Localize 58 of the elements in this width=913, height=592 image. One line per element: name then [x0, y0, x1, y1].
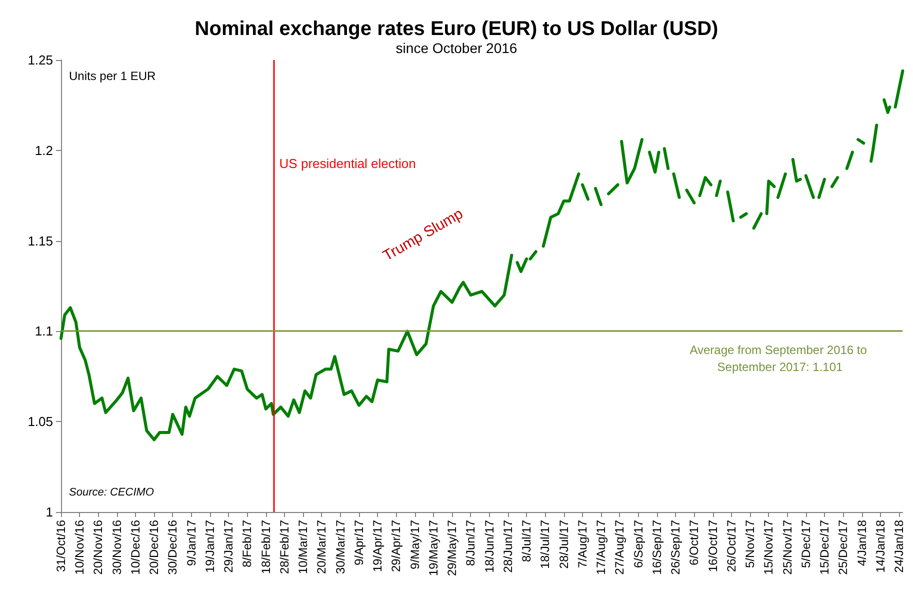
- x-tick-label: 20/Dec/16: [147, 520, 162, 575]
- x-tick-label: 20/Mar/17: [314, 520, 329, 574]
- x-tick-label: 9/May/17: [408, 520, 422, 570]
- x-tick-label: 4/Jan/18: [854, 520, 869, 566]
- x-tick-label: 26/Sep/17: [668, 520, 683, 575]
- x-tick-label: 15/Nov/17: [762, 520, 776, 575]
- x-tick-label: 18/Feb/17: [258, 520, 273, 574]
- x-tick-label: 10/Nov/16: [72, 520, 87, 575]
- x-tick-label: 30/Nov/16: [110, 520, 124, 575]
- x-tick-label: 10/Mar/17: [296, 520, 310, 574]
- x-tick-label: 25/Nov/17: [780, 520, 794, 575]
- x-tick-label: 18/Jul/17: [538, 520, 552, 569]
- x-tick-label: 10/Dec/16: [128, 520, 142, 575]
- x-tick-label: 19/May/17: [426, 520, 440, 576]
- x-tick-label: 29/May/17: [445, 520, 460, 576]
- x-tick-label: 19/Apr/17: [370, 520, 385, 572]
- x-tick-label: 19/Jan/17: [202, 520, 217, 573]
- x-tick-label: 6/Sep/17: [631, 520, 646, 568]
- y-tick-label: 1: [46, 504, 53, 520]
- ref-line-label: US presidential election: [279, 156, 416, 171]
- y-tick-label: 1.1: [34, 324, 53, 339]
- chart-subtitle: since October 2016: [396, 40, 518, 56]
- x-tick-label: 28/Jun/17: [500, 520, 515, 573]
- x-tick-label: 18/Jun/17: [482, 520, 496, 573]
- x-tick-label: 29/Apr/17: [389, 520, 404, 572]
- x-tick-label: 20/Nov/16: [91, 520, 106, 575]
- y-tick-label: 1.2: [34, 142, 53, 158]
- x-tick-label: 28/Feb/17: [277, 520, 292, 574]
- x-tick-label: 9/Apr/17: [352, 520, 366, 566]
- x-tick-label: 27/Aug/17: [612, 520, 627, 575]
- chart-title: Nominal exchange rates Euro (EUR) to US Dollar (USD): [194, 18, 718, 40]
- x-tick-label: 29/Jan/17: [222, 520, 236, 573]
- x-tick-label: 31/Oct/16: [54, 520, 68, 572]
- x-tick-label: 25/Dec/17: [836, 520, 850, 575]
- x-tick-label: 16/Sep/17: [650, 520, 664, 575]
- y-tick-label: 1.15: [28, 233, 53, 248]
- x-tick-label: 6/Oct/17: [687, 520, 702, 566]
- y-tick-label: 1.25: [28, 52, 53, 68]
- x-tick-label: 15/Dec/17: [818, 520, 832, 575]
- x-tick-label: 30/Mar/17: [333, 520, 348, 574]
- ref-line-label: Average from September 2016 to September 2017: 1.101: [690, 342, 870, 374]
- x-tick-label: 24/Jan/18: [892, 520, 906, 573]
- x-tick-label: 30/Dec/16: [166, 520, 180, 575]
- x-tick-label: 8/Jul/17: [520, 520, 534, 562]
- x-tick-label: 16/Oct/17: [706, 520, 720, 572]
- x-tick-label: 8/Feb/17: [240, 520, 254, 568]
- x-tick-label: 7/Aug/17: [575, 520, 590, 568]
- x-tick-label: 5/Dec/17: [798, 520, 813, 568]
- x-tick-label: 8/Jun/17: [464, 520, 478, 566]
- x-tick-label: 5/Nov/17: [743, 520, 758, 568]
- x-tick-label: 28/Jul/17: [556, 520, 571, 569]
- x-tick-label: 26/Oct/17: [724, 520, 738, 572]
- x-tick-label: 17/Aug/17: [594, 520, 608, 575]
- annotation: Source: CECIMO: [69, 486, 154, 498]
- x-tick-label: 9/Jan/17: [184, 520, 198, 566]
- y-tick-label: 1.05: [28, 414, 53, 430]
- y-axis-title: Units per 1 EUR: [69, 69, 156, 83]
- x-tick-label: 14/Jan/18: [873, 520, 888, 573]
